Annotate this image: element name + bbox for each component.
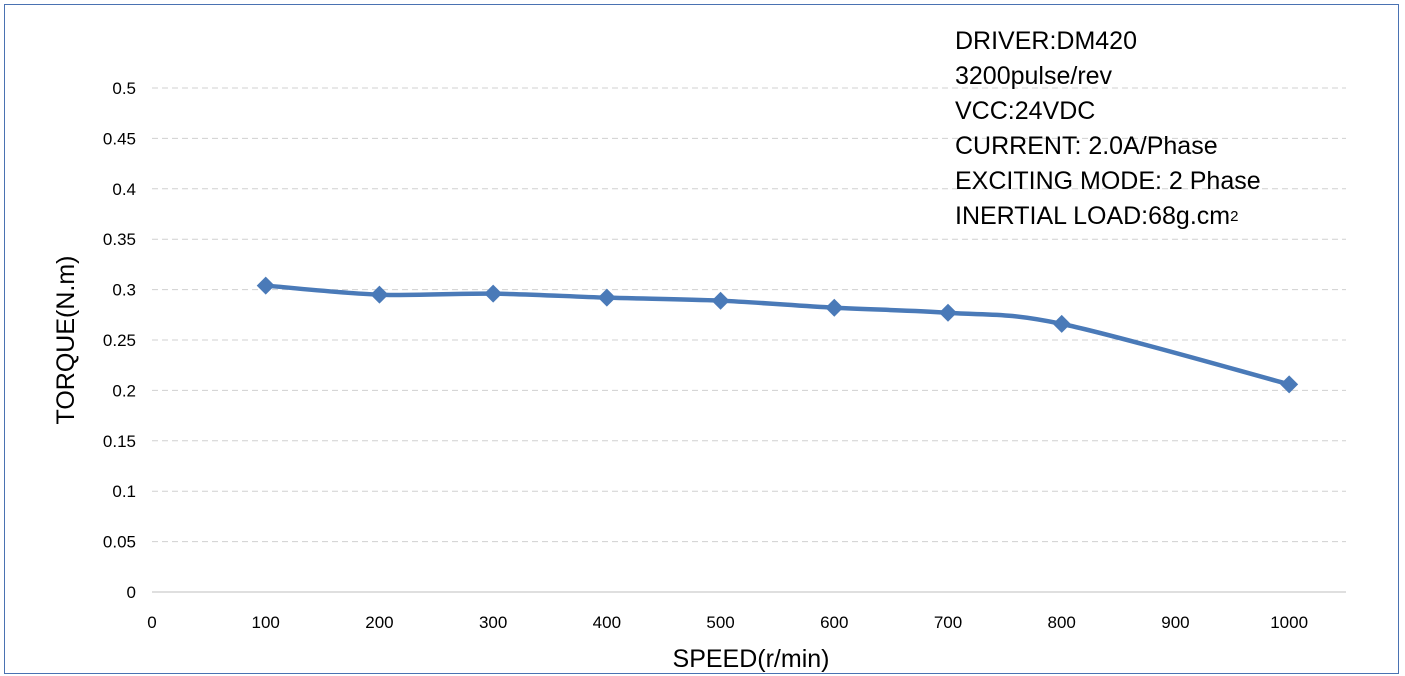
- chart-frame: [4, 4, 1399, 674]
- driver-note: DRIVER:DM420: [955, 27, 1137, 55]
- inertial-load-text: INERTIAL LOAD:68g.cm: [955, 202, 1231, 230]
- x-tick-label: 100: [252, 613, 280, 632]
- y-tick-label: 0.15: [103, 432, 136, 451]
- y-tick-label: 0.35: [103, 230, 136, 249]
- series-path: [263, 283, 1292, 387]
- data-point-marker: [825, 298, 844, 317]
- y-tick-label: 0.2: [112, 381, 136, 400]
- x-tick-label: 300: [479, 613, 507, 632]
- x-tick-label: 900: [1161, 613, 1189, 632]
- y-tick-label: 0.1: [112, 482, 136, 501]
- exciting-mode-note: EXCITING MODE: 2 Phase: [955, 167, 1261, 195]
- inertial-load-superscript: 2: [1230, 208, 1239, 225]
- vcc-note: VCC:24VDC: [955, 97, 1096, 125]
- y-tick-label: 0.45: [103, 129, 136, 148]
- gridlines: [152, 87, 1346, 593]
- pulse-note: 3200pulse/rev: [955, 62, 1113, 90]
- x-tick-label: 0: [147, 613, 156, 632]
- x-tick-labels: 0 100 200 300 400 500 600 700 800 900 1000: [147, 613, 1308, 632]
- y-tick-label: 0.5: [112, 79, 136, 98]
- y-tick-label: 0.25: [103, 331, 136, 350]
- inertial-load-note: INERTIAL LOAD:68g.cm2: [955, 199, 1261, 237]
- data-point-marker: [484, 284, 503, 303]
- data-point-marker: [370, 285, 389, 304]
- y-tick-label: 0.3: [112, 281, 136, 300]
- y-tick-label: 0.4: [112, 180, 136, 199]
- data-point-marker: [1052, 314, 1071, 333]
- y-axis-label: TORQUE(N.m): [52, 256, 80, 425]
- series-line: [263, 283, 1292, 387]
- data-point-marker: [711, 291, 730, 310]
- x-tick-label: 500: [706, 613, 734, 632]
- y-tick-label: 0: [127, 583, 136, 602]
- data-point-marker: [597, 288, 616, 307]
- y-tick-labels: 0 0.05 0.1 0.15 0.2 0.25 0.3 0.35 0.4 0.45 0.5: [103, 79, 136, 602]
- x-tick-label: 1000: [1270, 613, 1308, 632]
- test-conditions-annotation: DRIVER:DM420 3200pulse/rev VCC:24VDC CUR…: [955, 24, 1261, 237]
- data-point-marker: [1280, 375, 1299, 394]
- data-point-marker: [939, 303, 957, 322]
- x-tick-label: 400: [593, 613, 621, 632]
- x-tick-label: 200: [365, 613, 393, 632]
- data-point-marker: [256, 276, 275, 295]
- current-note: CURRENT: 2.0A/Phase: [955, 132, 1218, 160]
- series-markers: [256, 276, 1299, 394]
- x-tick-label: 800: [1048, 613, 1076, 632]
- x-axis-label: SPEED(r/min): [673, 645, 830, 673]
- y-tick-label: 0.05: [103, 533, 136, 552]
- x-tick-label: 600: [820, 613, 848, 632]
- x-tick-label: 700: [934, 613, 962, 632]
